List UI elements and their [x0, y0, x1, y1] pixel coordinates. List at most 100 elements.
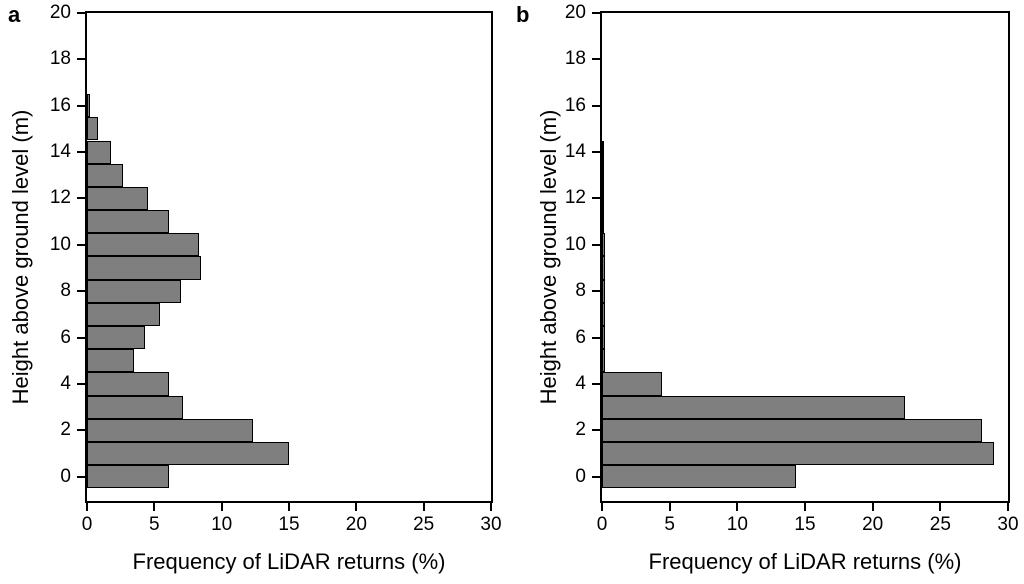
- bar-height-4m: [602, 372, 662, 396]
- y-tick-label: 12: [564, 187, 586, 209]
- x-tick-label: 15: [278, 514, 300, 535]
- y-axis-title: Height above ground level (m): [8, 109, 33, 405]
- bar-height-11m: [87, 210, 170, 234]
- y-tick-label: 0: [60, 465, 71, 487]
- y-tick: [77, 475, 85, 478]
- plot-area: [600, 11, 1010, 503]
- y-tick-label: 10: [564, 233, 586, 255]
- bar-height-7m: [602, 302, 605, 326]
- x-tick-label: 10: [726, 514, 748, 535]
- x-axis-title: Frequency of LiDAR returns (%): [132, 549, 446, 574]
- y-tick: [592, 382, 600, 385]
- x-tick: [871, 503, 874, 511]
- y-tick-label: 12: [49, 187, 71, 209]
- panel-letter-a: a: [8, 2, 21, 27]
- bar-height-9m: [602, 256, 605, 280]
- y-tick: [592, 475, 600, 478]
- y-tick: [77, 336, 85, 339]
- bar-height-1m: [87, 441, 289, 466]
- x-tick-label: 20: [862, 514, 884, 535]
- x-tick-label: 20: [345, 514, 367, 535]
- bar-height-3m: [602, 395, 906, 419]
- y-tick: [592, 151, 600, 154]
- bar-height-8m: [602, 279, 605, 303]
- bar-height-14m: [602, 140, 604, 164]
- y-tick-label: 4: [575, 372, 586, 394]
- y-tick: [592, 58, 600, 61]
- y-tick: [77, 151, 85, 154]
- x-tick-label: 5: [664, 514, 675, 535]
- y-tick: [77, 429, 85, 432]
- x-tick: [736, 503, 739, 511]
- bar-height-13m: [87, 163, 124, 187]
- x-axis-title: Frequency of LiDAR returns (%): [648, 549, 962, 574]
- x-tick: [355, 503, 358, 511]
- bar-height-13m: [602, 163, 604, 187]
- y-tick-label: 6: [575, 326, 586, 348]
- y-tick: [592, 104, 600, 107]
- y-tick-label: 16: [564, 94, 586, 116]
- bar-height-10m: [87, 233, 199, 257]
- bar-height-10m: [602, 233, 605, 257]
- x-tick-label: 0: [81, 514, 93, 535]
- x-tick: [422, 503, 425, 511]
- x-tick: [804, 503, 806, 511]
- x-tick-label: 5: [149, 514, 160, 535]
- y-tick: [592, 12, 600, 14]
- y-tick: [592, 243, 600, 246]
- y-tick-label: 4: [60, 372, 71, 394]
- x-tick: [668, 503, 671, 511]
- x-tick: [1007, 503, 1009, 511]
- plot-area: [85, 11, 493, 503]
- x-tick: [86, 503, 88, 511]
- x-tick-label: 25: [413, 514, 435, 535]
- x-tick: [153, 503, 156, 511]
- bar-height-12m: [602, 186, 604, 211]
- y-tick-label: 20: [49, 2, 71, 23]
- y-tick: [592, 429, 600, 432]
- panel-letter-b: b: [516, 2, 530, 27]
- y-tick-label: 8: [60, 280, 71, 302]
- y-tick-label: 18: [49, 48, 71, 70]
- bar-height-0m: [602, 465, 796, 489]
- bar-height-1m: [602, 441, 995, 466]
- bar-height-16m: [87, 94, 90, 118]
- y-tick: [77, 12, 85, 14]
- bar-height-11m: [602, 210, 604, 234]
- y-tick-label: 2: [575, 419, 586, 441]
- bar-height-9m: [87, 256, 202, 280]
- y-tick-label: 2: [60, 419, 71, 441]
- x-tick-label: 10: [211, 514, 233, 535]
- x-tick: [939, 503, 942, 511]
- x-tick: [220, 503, 223, 511]
- y-tick-label: 18: [564, 48, 586, 70]
- y-axis-title: Height above ground level (m): [536, 109, 561, 405]
- bar-height-3m: [87, 395, 183, 419]
- y-tick: [77, 58, 85, 61]
- y-tick-label: 8: [575, 280, 586, 302]
- y-tick: [77, 104, 85, 107]
- y-tick-label: 10: [49, 233, 71, 255]
- bar-height-6m: [87, 325, 145, 350]
- y-tick: [77, 197, 85, 200]
- y-tick: [592, 336, 600, 339]
- y-tick-label: 14: [49, 141, 71, 163]
- bar-height-2m: [602, 418, 983, 442]
- x-tick-label: 15: [794, 514, 816, 535]
- bar-height-5m: [602, 349, 605, 373]
- bar-height-5m: [87, 349, 135, 373]
- x-tick: [601, 503, 603, 511]
- bar-height-4m: [87, 372, 170, 396]
- y-tick: [77, 382, 85, 385]
- y-tick: [77, 243, 85, 246]
- x-tick-label: 0: [596, 514, 608, 535]
- y-tick-label: 16: [49, 94, 71, 116]
- x-tick-label: 25: [929, 514, 951, 535]
- x-tick: [288, 503, 290, 511]
- bar-height-15m: [87, 117, 98, 141]
- x-tick-label: 30: [480, 514, 502, 535]
- bar-height-14m: [87, 140, 112, 164]
